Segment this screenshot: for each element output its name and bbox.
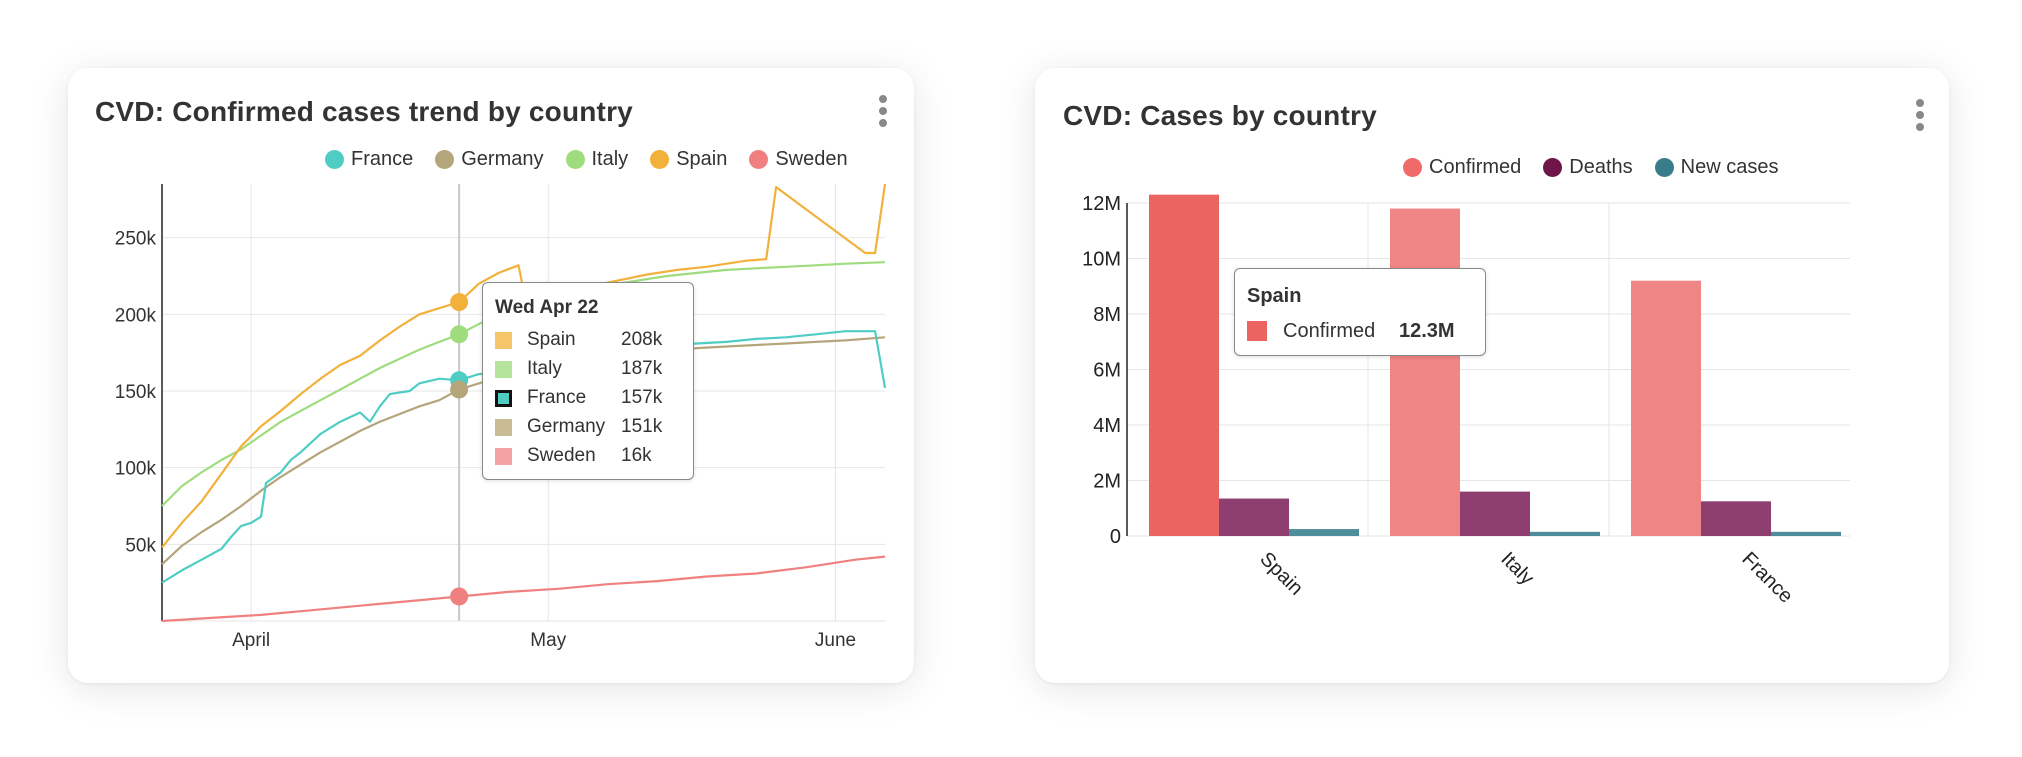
tooltip-swatch <box>495 360 512 378</box>
series-line-spain <box>161 183 887 549</box>
tooltip-label: France <box>527 387 587 408</box>
bar-chart[interactable]: 0 2M 4M 6M 8M 10M 12M Spain Italy France <box>1035 68 1949 683</box>
bar-france-confirmed <box>1631 280 1701 536</box>
legend-marker <box>435 150 455 169</box>
hover-marker-sweden <box>450 587 469 606</box>
tooltip-row-france: France 157k <box>495 386 662 410</box>
tooltip-label: Spain <box>527 329 576 350</box>
y-tick-label: 150k <box>115 382 157 403</box>
legend-marker <box>565 150 585 169</box>
y-tick-label: 2M <box>1093 471 1121 493</box>
tooltip-date: Wed Apr 22 <box>495 297 599 318</box>
bar-italy-deaths <box>1460 491 1530 536</box>
tooltip-value: 16k <box>621 445 652 466</box>
line-chart-card: CVD: Confirmed cases trend by country Fr… <box>68 68 914 683</box>
tooltip-value: 187k <box>621 358 663 379</box>
legend-label: Deaths <box>1569 156 1633 178</box>
legend-label: Sweden <box>775 148 848 170</box>
legend-item-confirmed[interactable]: Confirmed <box>1403 156 1521 179</box>
legend-item-new-cases[interactable]: New cases <box>1654 156 1779 179</box>
legend-label: Italy <box>591 148 629 170</box>
tooltip-row: Confirmed 12.3M <box>1247 318 1455 344</box>
chart-legend: France Germany Italy Spain Sweden <box>325 148 848 171</box>
x-tick-label: June <box>815 630 856 651</box>
x-tick-label: Italy <box>1496 548 1537 589</box>
bar-france-deaths <box>1701 501 1771 536</box>
legend-marker <box>325 150 344 169</box>
y-tick-label: 200k <box>115 305 157 326</box>
legend-item-france[interactable]: France <box>325 148 413 171</box>
bar-spain-confirmed <box>1149 194 1219 537</box>
chart-title: CVD: Confirmed cases trend by country <box>95 96 633 127</box>
hover-marker-italy <box>450 325 469 344</box>
x-tick-label: Spain <box>1255 548 1307 600</box>
legend-item-germany[interactable]: Germany <box>435 148 544 171</box>
bar-spain-new-cases <box>1289 529 1359 536</box>
series-line-sweden <box>161 555 886 623</box>
hover-marker-spain <box>450 293 469 312</box>
tooltip-category: Spain <box>1247 285 1302 307</box>
chart-tooltip: Wed Apr 22 Spain 208k Italy 187k France 157k G… <box>482 282 694 480</box>
tooltip-label: Sweden <box>527 445 596 466</box>
x-tick-label: May <box>530 630 566 651</box>
y-tick-label: 100k <box>115 459 157 480</box>
tooltip-value: 208k <box>621 329 663 350</box>
tooltip-row-italy: Italy 187k <box>495 357 662 381</box>
tooltip-swatch <box>495 447 512 465</box>
legend-item-spain[interactable]: Spain <box>650 148 727 171</box>
legend-label: France <box>351 148 414 170</box>
legend-marker <box>650 150 670 169</box>
y-tick-label: 8M <box>1093 304 1121 326</box>
tooltip-row-spain: Spain 208k <box>495 328 662 352</box>
tooltip-swatch <box>495 418 512 436</box>
legend-label: Spain <box>676 148 728 170</box>
y-tick-label: 4M <box>1093 415 1121 437</box>
y-tick-label: 250k <box>115 229 157 250</box>
legend-marker <box>749 150 769 169</box>
legend-label: Germany <box>461 148 544 170</box>
kebab-menu-icon[interactable] <box>876 95 890 131</box>
line-chart[interactable]: 50k 100k 150k 200k 250k April May June <box>68 68 914 683</box>
tooltip-row-sweden: Sweden 16k <box>495 444 652 468</box>
bar-spain-deaths <box>1219 498 1289 536</box>
legend-item-sweden[interactable]: Sweden <box>749 148 848 171</box>
tooltip-label: Italy <box>527 358 562 379</box>
y-tick-label: 50k <box>125 535 156 556</box>
bar-italy-new-cases <box>1530 531 1600 536</box>
legend-marker <box>1543 158 1563 177</box>
tooltip-swatch <box>1247 321 1267 341</box>
chart-tooltip: Spain Confirmed 12.3M <box>1234 268 1486 356</box>
bar-chart-card: CVD: Cases by country Confirmed Deaths New… <box>1035 68 1949 683</box>
series-line-france <box>161 330 887 584</box>
y-tick-label: 10M <box>1082 249 1121 271</box>
bar-italy-confirmed <box>1390 208 1460 537</box>
legend-label: New cases <box>1680 156 1779 178</box>
chart-title: CVD: Cases by country <box>1063 100 1377 131</box>
y-tick-label: 0 <box>1110 526 1121 548</box>
tooltip-swatch <box>495 389 512 407</box>
tooltip-row-germany: Germany 151k <box>495 415 662 439</box>
tooltip-value: 12.3M <box>1399 319 1455 342</box>
legend-marker <box>1654 158 1674 177</box>
legend-item-deaths[interactable]: Deaths <box>1543 156 1633 179</box>
hover-marker-germany <box>450 380 469 399</box>
series-line-italy <box>161 261 886 507</box>
tooltip-value: 151k <box>621 416 663 437</box>
y-tick-label: 12M <box>1082 193 1121 215</box>
series-line-germany <box>161 336 886 566</box>
tooltip-label: Germany <box>527 416 606 437</box>
legend-marker <box>1403 158 1422 177</box>
tooltip-swatch <box>495 331 512 349</box>
legend-item-italy[interactable]: Italy <box>565 148 629 171</box>
x-tick-label: April <box>232 630 270 651</box>
bar-france-new-cases <box>1771 531 1841 536</box>
chart-legend: Confirmed Deaths New cases <box>1403 156 1778 179</box>
legend-label: Confirmed <box>1429 156 1522 178</box>
kebab-menu-icon[interactable] <box>1913 99 1927 135</box>
y-tick-label: 6M <box>1093 360 1121 382</box>
x-tick-label: France <box>1737 548 1797 608</box>
tooltip-value: 157k <box>621 387 663 408</box>
tooltip-label: Confirmed <box>1283 319 1376 342</box>
